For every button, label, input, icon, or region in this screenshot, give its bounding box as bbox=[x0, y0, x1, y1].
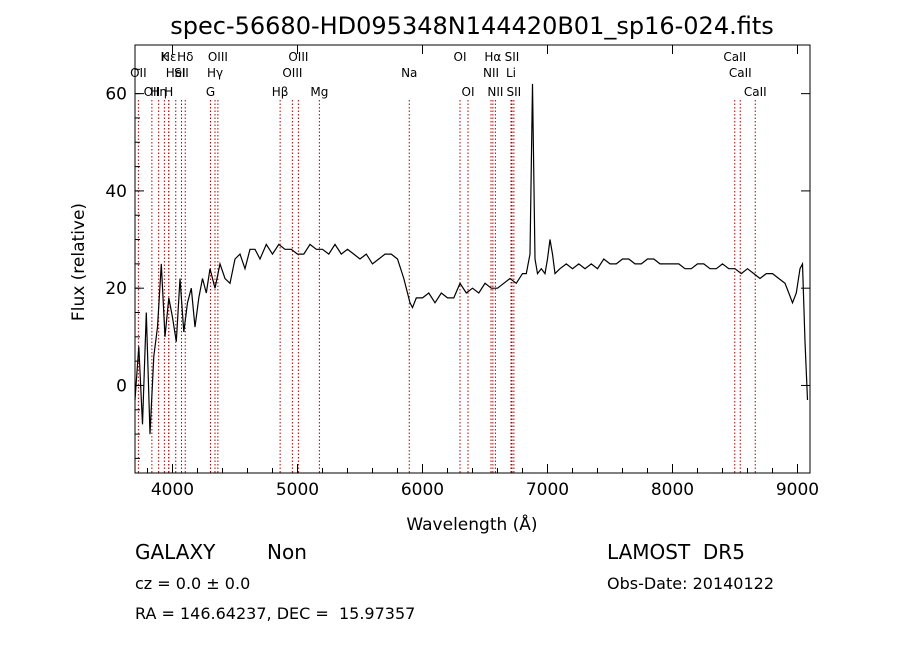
line-marker-label: CaII bbox=[744, 85, 767, 99]
x-tick-label: 7000 bbox=[526, 480, 569, 500]
x-axis-ticks: 4000 5000 6000 7000 8000 9000 bbox=[147, 45, 819, 500]
line-marker-label: CaII bbox=[729, 66, 752, 80]
redshift-cz: cz = 0.0 ± 0.0 bbox=[135, 574, 251, 593]
line-marker-label: Hη bbox=[150, 85, 167, 99]
line-markers: OIIOIIHηKHHδHεHeISIIGHγOIIIHβOIIIOIIIMgN… bbox=[130, 50, 767, 473]
line-marker-label: H bbox=[164, 85, 173, 99]
survey-name: LAMOST DR5 bbox=[607, 540, 745, 564]
line-marker-label: Hα bbox=[484, 50, 501, 64]
y-axis-ticks: 0 20 40 60 bbox=[105, 68, 810, 459]
line-marker-label: K bbox=[160, 50, 169, 64]
coordinates: RA = 146.64237, DEC = 15.97357 bbox=[135, 604, 416, 623]
x-tick-label: 8000 bbox=[651, 480, 694, 500]
line-marker-label: Na bbox=[401, 66, 417, 80]
y-tick-label: 0 bbox=[116, 376, 127, 396]
line-marker-label: HeI bbox=[166, 66, 186, 80]
line-marker-label: OIII bbox=[208, 50, 228, 64]
line-marker-label: OII bbox=[130, 66, 147, 80]
line-marker-label: NII bbox=[483, 66, 499, 80]
line-marker-label: Hβ bbox=[272, 85, 289, 99]
object-subclass: Non bbox=[267, 540, 307, 564]
x-tick-label: 6000 bbox=[401, 480, 444, 500]
obs-date: Obs-Date: 20140122 bbox=[607, 574, 775, 593]
line-marker-label: CaII bbox=[723, 50, 746, 64]
x-tick-label: 4000 bbox=[151, 480, 194, 500]
chart-title: spec-56680-HD095348N144420B01_sp16-024.f… bbox=[170, 12, 774, 40]
line-marker-label: SII bbox=[174, 66, 189, 80]
x-tick-label: 5000 bbox=[276, 480, 319, 500]
line-marker-label: Hδ bbox=[177, 50, 193, 64]
line-marker-label: G bbox=[206, 85, 215, 99]
y-tick-label: 40 bbox=[105, 182, 127, 202]
spectrum-line bbox=[134, 83, 809, 435]
y-tick-label: 60 bbox=[105, 85, 127, 105]
x-axis-label: Wavelength (Å) bbox=[406, 513, 537, 535]
line-marker-label: OI bbox=[462, 85, 475, 99]
line-marker-label: OIII bbox=[288, 50, 308, 64]
line-marker-label: OII bbox=[144, 85, 161, 99]
plot-frame bbox=[134, 44, 811, 474]
line-marker-label: Hγ bbox=[207, 66, 223, 80]
spectrum-series bbox=[134, 83, 809, 435]
x-tick-label: 9000 bbox=[776, 480, 819, 500]
line-marker-label: NII bbox=[487, 85, 503, 99]
line-marker-label: Mg bbox=[310, 85, 328, 99]
line-marker-label: SII bbox=[507, 85, 522, 99]
object-class: GALAXY bbox=[135, 540, 216, 564]
line-marker-label: OI bbox=[454, 50, 467, 64]
line-marker-label: Hε bbox=[161, 50, 177, 64]
y-axis-label: Flux (relative) bbox=[69, 203, 89, 321]
line-marker-label: SII bbox=[505, 50, 520, 64]
y-tick-label: 20 bbox=[105, 279, 127, 299]
line-marker-label: Li bbox=[506, 66, 516, 80]
line-marker-label: OIII bbox=[282, 66, 302, 80]
